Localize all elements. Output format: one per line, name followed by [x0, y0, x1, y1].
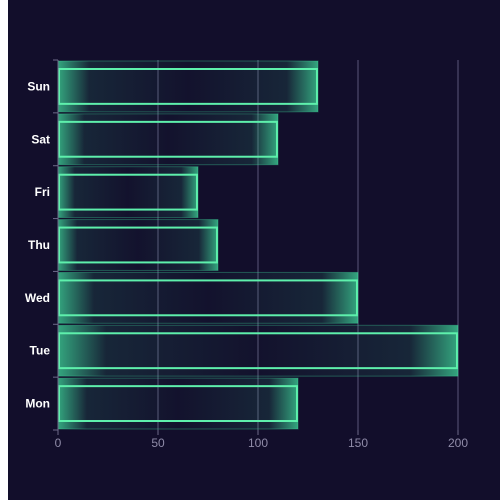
bars [57, 60, 459, 430]
bar-chart: 0 50 100 150 200 Mon Tue Wed Thu Fri Sat Sun [25, 59, 468, 450]
x-tick-label: 100 [248, 436, 268, 450]
x-tick-label: 0 [55, 436, 62, 450]
axes: 0 50 100 150 200 Mon Tue Wed Thu Fri Sat Sun [25, 59, 468, 450]
y-tick-label: Wed [25, 291, 50, 305]
bar-thu[interactable] [58, 226, 218, 264]
bar-sun[interactable] [58, 68, 318, 105]
x-tick-label: 50 [151, 436, 165, 450]
bar-tue[interactable] [58, 332, 458, 370]
bar-fri[interactable] [58, 173, 198, 211]
y-tick-label: Mon [25, 397, 50, 411]
bar-wed[interactable] [58, 279, 358, 317]
y-tick-label: Tue [30, 344, 51, 358]
x-tick-label: 150 [348, 436, 368, 450]
x-tick-label: 200 [448, 436, 468, 450]
bar-sat[interactable] [58, 120, 278, 158]
y-tick-label: Sun [27, 79, 50, 93]
y-tick-label: Fri [35, 185, 50, 199]
bar-mon[interactable] [58, 385, 298, 422]
y-tick-label: Sat [31, 132, 50, 146]
chart-container: 0 50 100 150 200 Mon Tue Wed Thu Fri Sat Sun [8, 0, 500, 500]
y-tick-label: Thu [28, 238, 50, 252]
